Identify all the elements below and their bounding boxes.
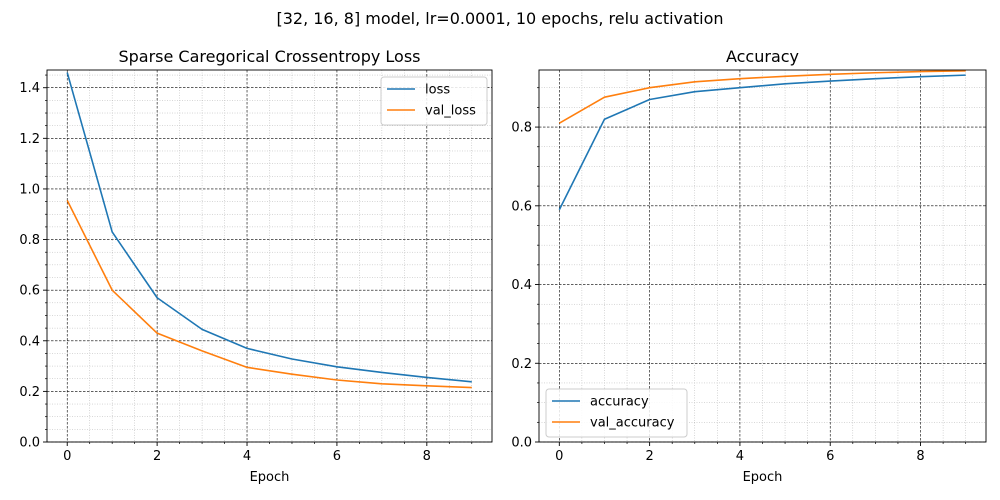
- accuracy-x-tick-label: 8: [916, 449, 924, 464]
- loss-y-tick-label: 0.8: [19, 233, 40, 248]
- legend-label-val_accuracy: val_accuracy: [590, 416, 675, 431]
- accuracy-y-tick-label: 0.0: [511, 436, 532, 451]
- series-line-accuracy: [558, 74, 966, 211]
- loss-x-tick-label: 0: [63, 449, 71, 464]
- accuracy-x-tick-label: 4: [736, 449, 744, 464]
- accuracy-y-tick-label: 0.8: [511, 121, 532, 136]
- loss-legend: loss val_loss: [380, 76, 488, 126]
- series-line-val_loss: [66, 199, 472, 389]
- loss-x-tick-label: 8: [423, 449, 431, 464]
- loss-x-tick-label: 2: [153, 449, 161, 464]
- accuracy-minor-grid: [539, 70, 986, 442]
- loss-chart-title: Sparse Caregorical Crossentropy Loss: [118, 47, 420, 66]
- legend-label-val_loss: val_loss: [425, 104, 476, 119]
- loss-chart: Sparse Caregorical Crossentropy Loss 0 2 4 6…: [19, 47, 493, 485]
- accuracy-legend-box: [545, 388, 688, 438]
- loss-y-tick-label: 0.2: [19, 385, 40, 400]
- accuracy-y-tick-label: 0.4: [511, 278, 532, 293]
- accuracy-chart: Accuracy 0 2 4 6 8 0.0 0.2 0.4 0.6 0.8 Epoch accurac…: [511, 47, 987, 485]
- accuracy-x-tick-label: 2: [645, 449, 653, 464]
- accuracy-x-tick-label: 6: [826, 449, 834, 464]
- accuracy-x-tick-label: 0: [555, 449, 563, 464]
- loss-y-tick-label: 1.2: [19, 132, 40, 147]
- legend-label-loss: loss: [425, 83, 450, 98]
- series-line-val_accuracy: [558, 70, 966, 124]
- accuracy-y-tick-label: 0.6: [511, 199, 532, 214]
- accuracy-chart-title: Accuracy: [726, 47, 799, 66]
- accuracy-x-axis-label: Epoch: [743, 470, 783, 485]
- loss-y-tick-label: 0.4: [19, 334, 40, 349]
- loss-y-tick-label: 0.6: [19, 284, 40, 299]
- accuracy-y-tick-label: 0.2: [511, 357, 532, 372]
- loss-y-tick-label: 0.0: [19, 436, 40, 451]
- series-line-loss: [66, 72, 472, 383]
- legend-label-accuracy: accuracy: [590, 395, 649, 410]
- loss-y-tick-label: 1.4: [19, 81, 40, 96]
- loss-x-tick-label: 4: [243, 449, 251, 464]
- figure-suptitle: [32, 16, 8] model, lr=0.0001, 10 epochs,…: [276, 9, 723, 28]
- loss-y-tick-label: 1.0: [19, 182, 40, 197]
- accuracy-legend: accuracy val_accuracy: [545, 388, 688, 438]
- loss-x-axis-label: Epoch: [250, 470, 290, 485]
- loss-major-grid: [47, 70, 492, 443]
- loss-x-tick-label: 6: [333, 449, 341, 464]
